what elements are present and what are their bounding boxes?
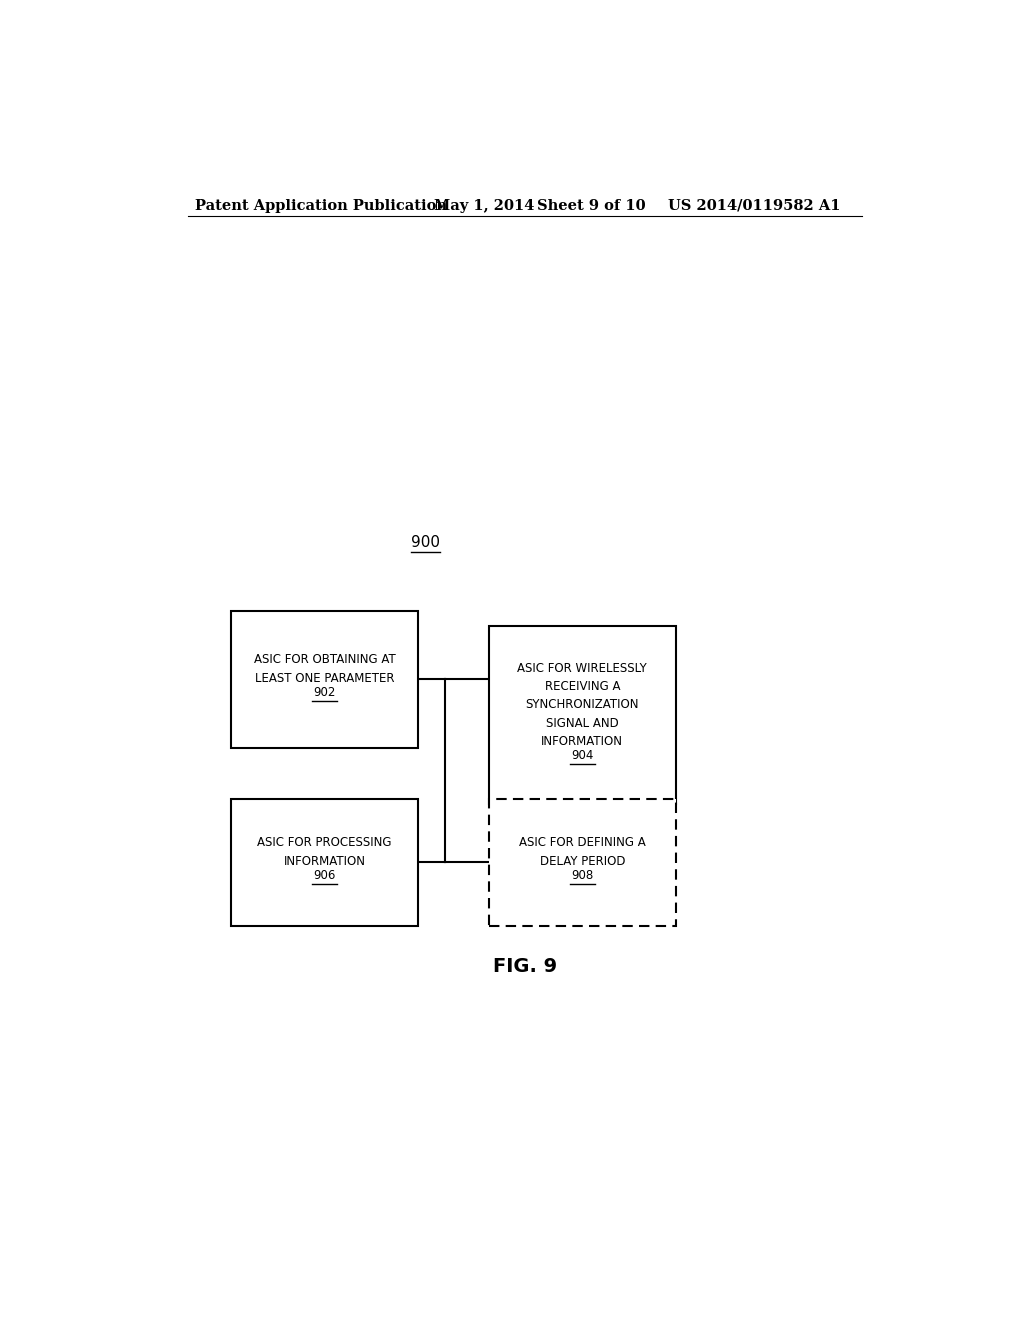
Text: Sheet 9 of 10: Sheet 9 of 10 xyxy=(537,199,645,213)
Text: ASIC FOR WIRELESSLY: ASIC FOR WIRELESSLY xyxy=(517,661,647,675)
Text: INFORMATION: INFORMATION xyxy=(542,735,624,748)
Text: 906: 906 xyxy=(313,870,336,882)
Text: INFORMATION: INFORMATION xyxy=(284,855,366,867)
Bar xyxy=(489,799,676,925)
Text: 900: 900 xyxy=(411,535,440,549)
Bar xyxy=(231,799,418,925)
Text: SYNCHRONIZATION: SYNCHRONIZATION xyxy=(525,698,639,711)
Text: 902: 902 xyxy=(313,686,336,700)
Text: LEAST ONE PARAMETER: LEAST ONE PARAMETER xyxy=(255,672,394,685)
Text: ASIC FOR DEFINING A: ASIC FOR DEFINING A xyxy=(519,837,646,850)
Text: DELAY PERIOD: DELAY PERIOD xyxy=(540,855,625,867)
Text: FIG. 9: FIG. 9 xyxy=(493,957,557,975)
Text: ASIC FOR OBTAINING AT: ASIC FOR OBTAINING AT xyxy=(254,653,395,667)
Text: Patent Application Publication: Patent Application Publication xyxy=(196,199,447,213)
Text: May 1, 2014: May 1, 2014 xyxy=(433,199,534,213)
Text: US 2014/0119582 A1: US 2014/0119582 A1 xyxy=(668,199,840,213)
Text: SIGNAL AND: SIGNAL AND xyxy=(546,717,618,730)
Bar xyxy=(231,611,418,748)
Text: RECEIVING A: RECEIVING A xyxy=(545,680,621,693)
Text: 908: 908 xyxy=(571,870,594,882)
Bar xyxy=(489,626,676,804)
Text: 904: 904 xyxy=(571,750,594,763)
Text: ASIC FOR PROCESSING: ASIC FOR PROCESSING xyxy=(257,837,391,850)
